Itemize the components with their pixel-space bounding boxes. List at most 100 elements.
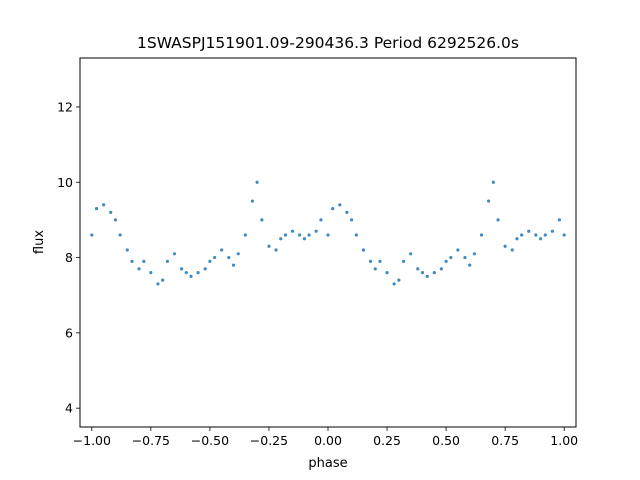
- data-point: [213, 255, 217, 260]
- y-tick-label: 10: [57, 175, 73, 190]
- data-point: [220, 248, 224, 252]
- data-point: [373, 267, 377, 271]
- data-point: [165, 259, 169, 263]
- data-point: [283, 233, 288, 237]
- data-point: [449, 255, 453, 260]
- data-point: [350, 218, 354, 222]
- data-point: [319, 218, 323, 222]
- data-point: [236, 252, 240, 256]
- y-tick-label: 12: [57, 99, 73, 114]
- data-point: [125, 248, 129, 252]
- data-point: [538, 237, 543, 241]
- data-point: [255, 180, 259, 184]
- chart-title: 1SWASPJ151901.09-290436.3 Period 6292526…: [137, 34, 519, 52]
- y-tick-label: 8: [65, 250, 73, 265]
- data-point: [302, 237, 306, 241]
- data-point: [94, 207, 99, 211]
- data-point: [290, 229, 295, 233]
- x-tick-label: −0.25: [250, 433, 288, 448]
- data-point: [487, 199, 491, 203]
- data-point: [227, 255, 231, 260]
- data-point: [102, 203, 106, 207]
- data-point: [439, 267, 443, 271]
- data-point: [392, 282, 396, 286]
- data-point: [534, 233, 538, 237]
- data-point: [444, 259, 448, 263]
- data-point: [510, 248, 514, 252]
- data-point: [231, 263, 236, 267]
- data-point: [326, 233, 330, 237]
- data-point: [361, 248, 366, 252]
- y-tick-label: 6: [65, 325, 73, 340]
- data-point: [562, 233, 566, 237]
- data-point: [550, 229, 554, 233]
- x-tick-label: 0.75: [491, 433, 519, 448]
- x-tick-label: −0.50: [191, 433, 229, 448]
- data-point: [172, 252, 177, 256]
- data-point: [267, 244, 271, 248]
- data-point: [184, 271, 188, 275]
- y-axis-label: flux: [32, 230, 47, 254]
- data-point: [250, 199, 255, 203]
- x-tick-label: 0.25: [373, 433, 401, 448]
- data-point: [354, 233, 358, 237]
- data-point: [90, 233, 94, 237]
- data-point: [345, 210, 349, 214]
- data-point: [401, 259, 406, 263]
- data-point: [479, 233, 484, 237]
- data-point: [496, 218, 500, 222]
- data-point: [203, 267, 207, 271]
- y-axis: 4 6 8 10 12: [57, 99, 80, 416]
- x-tick-label: 1.00: [550, 433, 578, 448]
- data-point: [416, 267, 420, 271]
- x-tick-label: 0.50: [432, 433, 460, 448]
- x-axis: −1.00 −0.75 −0.50 −0.25 0.00 0.25 0.50 0.75 1.00: [73, 427, 578, 448]
- data-point: [331, 207, 335, 211]
- data-point: [142, 259, 146, 263]
- data-point: [243, 233, 247, 237]
- data-point: [491, 180, 495, 184]
- data-point: [208, 259, 212, 263]
- data-point: [468, 263, 472, 267]
- data-point: [520, 233, 524, 237]
- y-tick-label: 4: [65, 401, 73, 416]
- data-point: [307, 233, 311, 237]
- data-point: [515, 237, 519, 241]
- data-point: [397, 278, 401, 282]
- data-point: [113, 218, 118, 222]
- data-point: [503, 244, 507, 248]
- data-point: [149, 271, 153, 275]
- x-tick-label: −0.75: [132, 433, 170, 448]
- data-point: [368, 259, 373, 263]
- data-point: [274, 248, 278, 252]
- data-point: [130, 259, 134, 263]
- x-axis-label: phase: [308, 456, 347, 471]
- data-point: [298, 233, 302, 237]
- data-point: [432, 271, 436, 275]
- data-point: [409, 252, 413, 256]
- data-point: [279, 237, 283, 241]
- data-point: [109, 210, 113, 214]
- data-point: [189, 274, 193, 278]
- data-point: [425, 274, 429, 278]
- data-point: [378, 259, 382, 263]
- data-points: [90, 180, 566, 286]
- data-point: [260, 218, 264, 222]
- data-point: [543, 233, 547, 237]
- x-tick-label: 0.00: [314, 433, 342, 448]
- data-point: [338, 203, 342, 207]
- data-point: [196, 271, 200, 275]
- data-point: [472, 252, 477, 256]
- data-point: [156, 282, 160, 286]
- data-point: [161, 278, 165, 282]
- data-point: [385, 271, 389, 275]
- data-point: [527, 229, 531, 233]
- data-point: [137, 267, 141, 271]
- data-point: [420, 271, 425, 275]
- data-point: [118, 233, 122, 237]
- data-point: [179, 267, 184, 271]
- data-point: [456, 248, 460, 252]
- data-point: [557, 218, 562, 222]
